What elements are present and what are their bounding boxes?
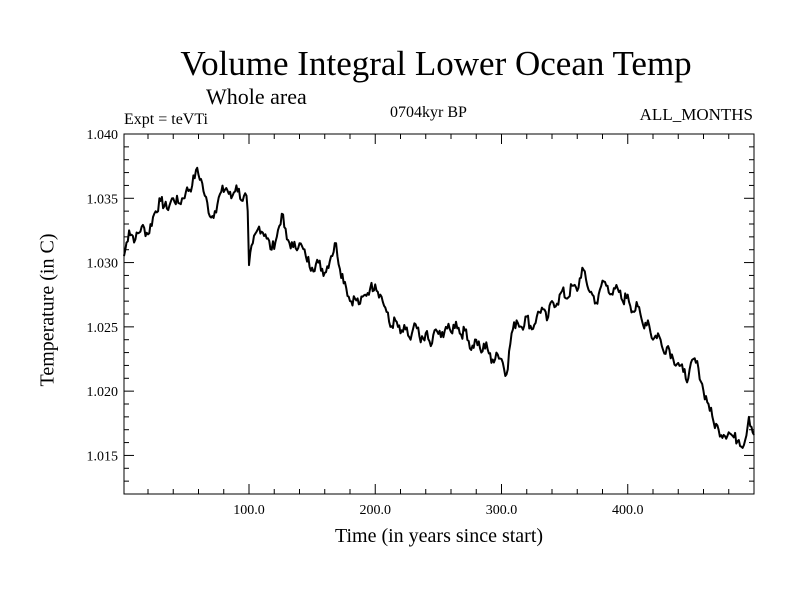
months-label: ALL_MONTHS [639,105,753,124]
experiment-label: Expt = teVTi [124,111,208,128]
y-tick-label: 1.025 [87,321,119,336]
y-tick-label: 1.040 [87,128,119,143]
chart-title: Volume Integral Lower Ocean Temp [180,44,692,83]
period-label: 0704kyr BP [390,104,467,121]
x-tick-label: 200.0 [359,503,391,518]
y-tick-label: 1.035 [87,192,119,207]
y-tick-label: 1.015 [87,449,119,464]
y-tick-label: 1.030 [87,257,119,272]
x-tick-label: 300.0 [486,503,518,518]
plot-frame [123,133,755,495]
chart-subtitle: Whole area [206,84,307,109]
series-line [123,166,755,449]
x-tick-label: 100.0 [233,503,265,518]
x-tick-label: 400.0 [612,503,644,518]
axis-ticks: 100.0 200.0 300.0 400.0 1.015 1.020 1.025 1.030… [87,128,754,518]
x-axis-label: Time (in years since start) [334,525,544,547]
y-tick-label: 1.020 [87,385,119,400]
